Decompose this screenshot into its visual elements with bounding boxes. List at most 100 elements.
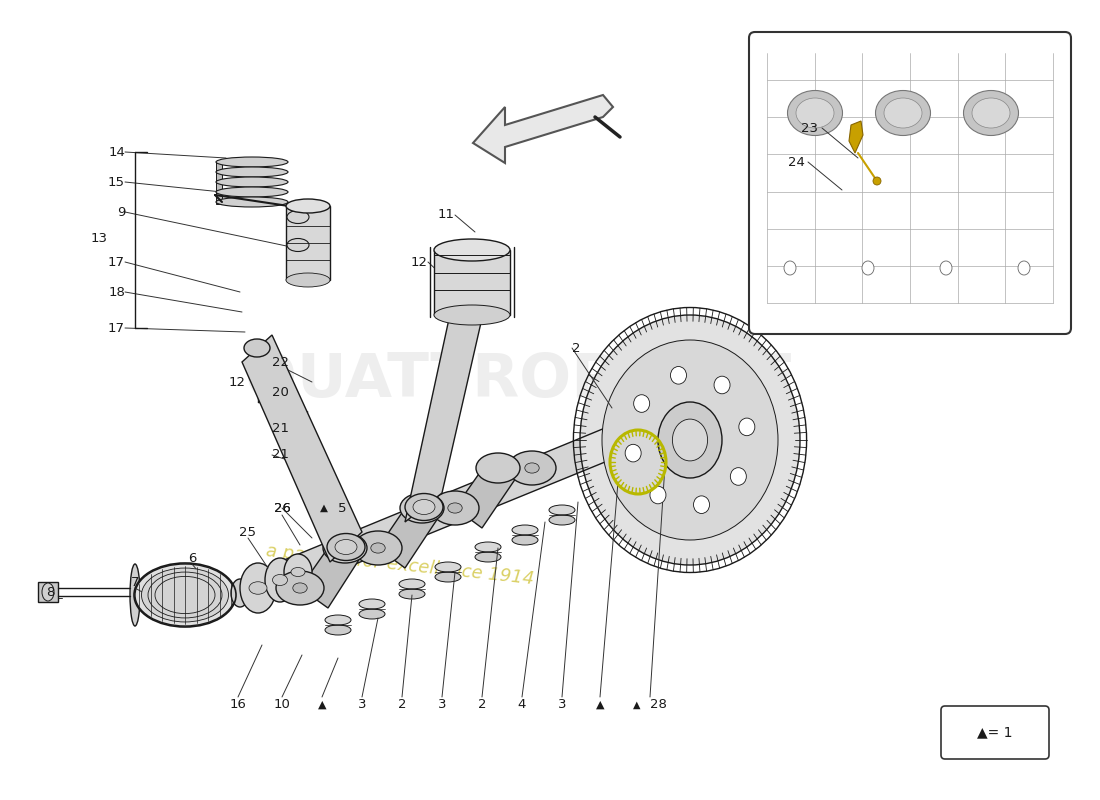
Text: 25: 25	[240, 526, 256, 538]
Ellipse shape	[359, 599, 385, 609]
Text: 11: 11	[438, 209, 455, 222]
Text: 13: 13	[91, 231, 108, 245]
Text: 2: 2	[398, 698, 406, 711]
Ellipse shape	[231, 579, 249, 607]
Ellipse shape	[549, 515, 575, 525]
Polygon shape	[286, 206, 330, 280]
Ellipse shape	[327, 534, 365, 561]
Ellipse shape	[525, 463, 539, 473]
Polygon shape	[255, 428, 605, 605]
Polygon shape	[849, 121, 864, 153]
Ellipse shape	[730, 468, 746, 486]
Ellipse shape	[244, 339, 270, 357]
Text: a passion for excellence 1914: a passion for excellence 1914	[265, 542, 535, 588]
Text: 2: 2	[572, 342, 581, 354]
Ellipse shape	[324, 625, 351, 635]
Ellipse shape	[399, 589, 425, 599]
Text: 10: 10	[274, 698, 290, 711]
Text: ▲: ▲	[320, 503, 328, 513]
Text: 26: 26	[274, 502, 290, 514]
Ellipse shape	[434, 305, 510, 325]
Text: 12: 12	[229, 375, 246, 389]
Ellipse shape	[216, 197, 288, 207]
Ellipse shape	[784, 261, 796, 275]
Ellipse shape	[287, 238, 309, 251]
Polygon shape	[405, 292, 488, 522]
Ellipse shape	[265, 558, 295, 602]
Text: 26: 26	[274, 502, 290, 514]
Polygon shape	[300, 538, 362, 608]
Polygon shape	[434, 250, 510, 315]
Text: 15: 15	[108, 175, 125, 189]
Text: 17: 17	[108, 255, 125, 269]
Ellipse shape	[456, 289, 483, 307]
Text: 21: 21	[272, 422, 289, 434]
Ellipse shape	[788, 90, 843, 135]
Ellipse shape	[216, 187, 288, 197]
Ellipse shape	[1018, 261, 1030, 275]
Bar	[216, 162, 221, 204]
Text: 2: 2	[477, 698, 486, 711]
Ellipse shape	[714, 376, 730, 394]
Ellipse shape	[476, 453, 520, 483]
Ellipse shape	[602, 340, 778, 540]
Ellipse shape	[276, 571, 324, 605]
Ellipse shape	[693, 496, 710, 514]
Text: ▲= 1: ▲= 1	[977, 726, 1013, 739]
Ellipse shape	[549, 505, 575, 515]
Polygon shape	[455, 458, 518, 528]
Ellipse shape	[155, 576, 214, 614]
Ellipse shape	[293, 583, 307, 593]
Ellipse shape	[216, 157, 288, 167]
Ellipse shape	[431, 491, 478, 525]
Text: ▲: ▲	[318, 700, 327, 710]
Text: 3: 3	[438, 698, 447, 711]
Text: 14: 14	[108, 146, 125, 158]
Ellipse shape	[359, 609, 385, 619]
Ellipse shape	[216, 167, 288, 177]
Ellipse shape	[323, 533, 367, 563]
Ellipse shape	[412, 499, 434, 514]
Text: 3: 3	[358, 698, 366, 711]
FancyBboxPatch shape	[749, 32, 1071, 334]
Ellipse shape	[964, 90, 1019, 135]
Text: 18: 18	[108, 286, 125, 298]
Ellipse shape	[884, 98, 922, 128]
Bar	[290, 223, 306, 251]
Text: 20: 20	[272, 386, 289, 398]
Ellipse shape	[475, 542, 500, 552]
Ellipse shape	[135, 564, 235, 626]
Ellipse shape	[475, 552, 500, 562]
Ellipse shape	[292, 567, 305, 577]
Ellipse shape	[634, 394, 650, 412]
Ellipse shape	[671, 366, 686, 384]
Ellipse shape	[405, 494, 443, 521]
Ellipse shape	[399, 579, 425, 589]
Ellipse shape	[940, 261, 952, 275]
Ellipse shape	[216, 177, 288, 187]
Text: QUATTROPORTE: QUATTROPORTE	[244, 350, 795, 410]
Ellipse shape	[512, 535, 538, 545]
Ellipse shape	[336, 539, 358, 554]
Ellipse shape	[286, 199, 330, 213]
Ellipse shape	[273, 574, 287, 586]
Ellipse shape	[508, 451, 556, 485]
Ellipse shape	[625, 444, 641, 462]
Ellipse shape	[658, 402, 722, 478]
Ellipse shape	[130, 564, 140, 626]
Ellipse shape	[796, 98, 834, 128]
Ellipse shape	[286, 273, 330, 287]
Ellipse shape	[580, 315, 800, 565]
Ellipse shape	[400, 493, 444, 523]
Text: 9: 9	[117, 206, 125, 218]
Text: 28: 28	[650, 698, 667, 711]
Ellipse shape	[739, 418, 755, 436]
Ellipse shape	[249, 582, 267, 594]
Ellipse shape	[240, 563, 276, 613]
Polygon shape	[473, 95, 613, 163]
Text: 6: 6	[188, 551, 196, 565]
Text: 22: 22	[272, 355, 289, 369]
Ellipse shape	[324, 615, 351, 625]
Ellipse shape	[862, 261, 874, 275]
Ellipse shape	[512, 525, 538, 535]
